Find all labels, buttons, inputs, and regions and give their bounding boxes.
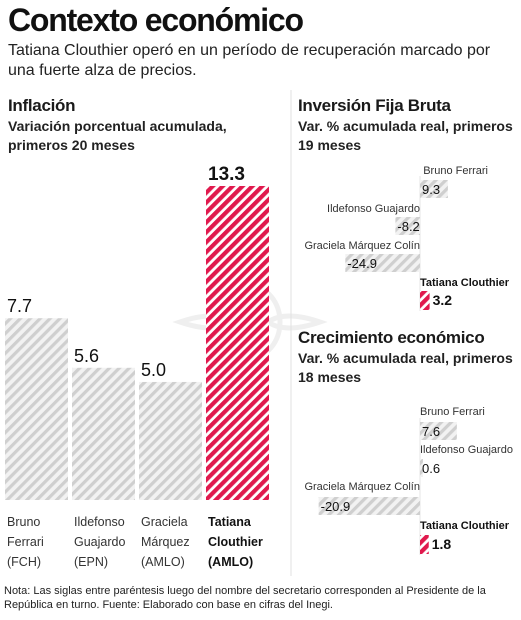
growth-chart: Bruno Ferrari 7.6 Ildefonso Guajardo 0.6Gra… [304,406,513,555]
investment-value-label: 3.2 [433,292,453,308]
inflation-category-label: Clouthier [208,535,263,549]
growth-category-label: Tatiana Clouthier [420,520,510,532]
inflation-chart: 7.7 Bruno Ferrari (FCH) 5.6 Ildefonso Guajardo… [5,164,269,569]
inflation-bar [72,367,135,500]
inflation-category-label: Ferrari [7,535,44,549]
inflation-category-label: (AMLO) [141,555,185,569]
inflation-category-label: Guajardo [74,535,125,549]
inflation-value-label: 5.0 [141,360,166,380]
inflation-category-label: (AMLO) [208,555,253,569]
inflation-category-label: (EPN) [74,555,108,569]
inflation-bar [5,318,68,500]
page-title: Contexto económico [8,2,304,38]
growth-category-label: Bruno Ferrari [420,406,485,418]
investment-bar [395,217,420,235]
growth-bar [420,422,457,440]
inflation-category-label: (FCH) [7,555,41,569]
investment-bar [345,254,420,272]
investment-chart-title: Inversión Fija Bruta [298,96,451,115]
growth-value-label: 0.6 [422,461,440,476]
inflation-bar [139,381,202,500]
growth-value-label: -20.9 [321,499,351,514]
inflation-category-label: Tatiana [208,515,252,529]
investment-bar [420,291,430,310]
investment-value-label: 9.3 [422,182,440,197]
investment-value-label: -24.9 [347,256,377,271]
growth-value-label: 7.6 [422,424,440,439]
inflation-category-label: Márquez [141,535,190,549]
growth-chart-subtitle: Var. % acumulada real, primeros 18 meses [298,350,513,385]
inflation-value-label: 5.6 [74,346,99,366]
growth-value-label: 1.8 [432,536,452,552]
growth-chart-title: Crecimiento económico [298,328,485,347]
investment-category-label: Ildefonso Guajardo [327,203,420,215]
inflation-value-label: 7.7 [7,296,32,316]
investment-category-label: Graciela Márquez Colín [304,240,420,252]
inflation-category-label: Bruno [7,515,40,529]
investment-value-label: -8.2 [397,219,419,234]
inflation-category-label: Ildefonso [74,515,125,529]
inflation-value-label: 13.3 [208,164,245,185]
growth-category-label: Ildefonso Guajardo [420,444,513,456]
investment-bar [420,180,448,198]
investment-chart-subtitle: Var. % acumulada real, primeros 19 meses [298,118,513,153]
investment-category-label: Tatiana Clouthier [420,277,510,289]
growth-bar [420,535,429,554]
inflation-chart-title: Inflación [8,96,76,115]
growth-bar [420,459,423,477]
growth-category-label: Graciela Márquez Colín [304,481,420,493]
growth-bar [318,497,420,515]
page-subtitle: Tatiana Clouthier operó en un período de… [8,42,491,79]
footnote: Nota: Las siglas entre paréntesis luego … [4,585,486,611]
inflation-category-label: Graciela [141,515,188,529]
inflation-chart-subtitle: Variación porcentual acumulada, primeros… [8,118,227,153]
inflation-bar [206,186,269,500]
investment-category-label: Bruno Ferrari [423,165,488,177]
